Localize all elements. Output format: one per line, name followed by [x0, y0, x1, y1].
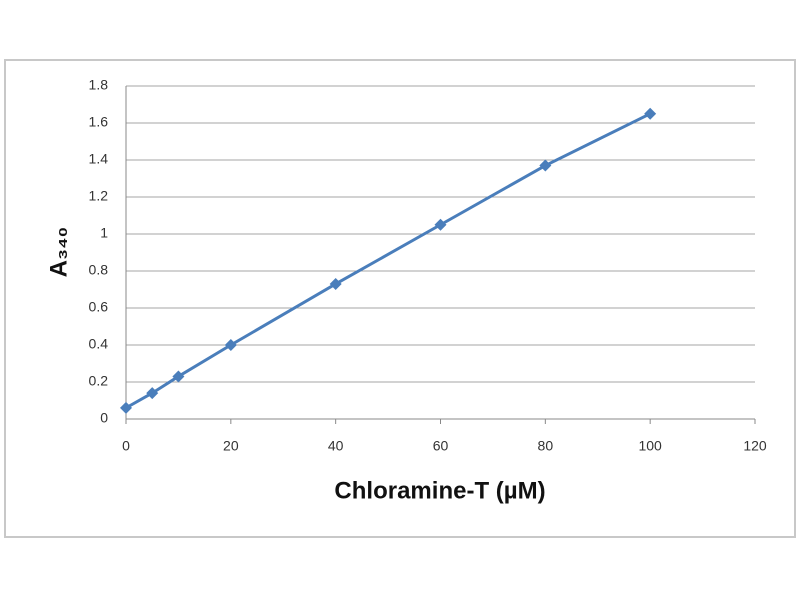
y-tick-label: 0.4 — [89, 336, 109, 352]
x-tick-label: 60 — [433, 438, 449, 454]
y-tick-label: 1.8 — [89, 77, 109, 93]
y-tick-label: 1.4 — [89, 151, 109, 167]
data-point — [224, 339, 237, 351]
data-point — [146, 387, 159, 400]
data-point — [329, 277, 342, 290]
data-point — [172, 370, 185, 383]
y-tick-label: 0 — [100, 410, 108, 426]
y-tick-label: 1.6 — [89, 114, 109, 130]
x-tick-label: 120 — [743, 438, 767, 454]
chart-frame — [4, 59, 796, 538]
data-point — [434, 218, 447, 231]
x-axis-label: Chloramine-T (µM) — [334, 477, 545, 504]
y-tick-label: 0.2 — [89, 373, 109, 389]
y-tick-label: 0.8 — [89, 262, 109, 278]
x-tick-label: 0 — [122, 438, 130, 454]
x-tick-label: 100 — [638, 438, 662, 454]
x-tick-label: 20 — [223, 438, 239, 454]
x-tick-label: 40 — [328, 438, 344, 454]
x-tick-label: 80 — [538, 438, 554, 454]
y-tick-label: 1.2 — [89, 188, 109, 204]
y-tick-label: 0.6 — [89, 299, 109, 315]
y-axis-label: A₃₄₀ — [45, 227, 72, 278]
data-point — [644, 107, 657, 120]
data-point — [539, 159, 552, 172]
y-tick-label: 1 — [100, 225, 108, 241]
data-point — [120, 401, 132, 414]
series-line — [125, 112, 651, 410]
